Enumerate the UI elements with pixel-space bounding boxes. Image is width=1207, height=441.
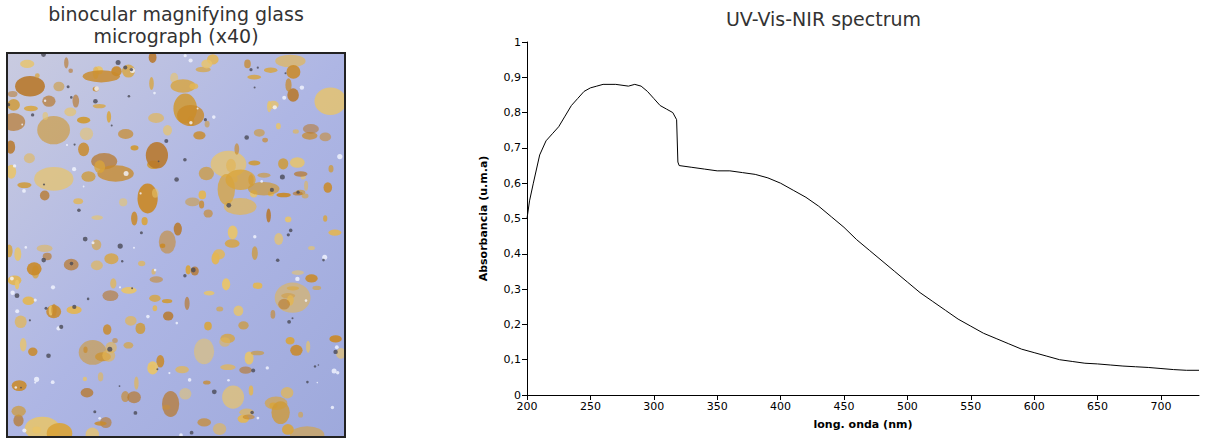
svg-text:0,1: 0,1 <box>504 353 522 366</box>
svg-text:700: 700 <box>1150 400 1171 413</box>
svg-text:650: 650 <box>1087 400 1108 413</box>
svg-text:400: 400 <box>770 400 791 413</box>
svg-text:UV-Vis-NIR spectrum: UV-Vis-NIR spectrum <box>726 8 921 30</box>
svg-text:0,6: 0,6 <box>504 177 522 190</box>
svg-text:0,8: 0,8 <box>504 106 522 119</box>
svg-text:200: 200 <box>517 400 538 413</box>
svg-text:0: 0 <box>514 388 521 402</box>
svg-text:600: 600 <box>1024 400 1045 413</box>
svg-text:300: 300 <box>643 400 664 413</box>
svg-text:1: 1 <box>514 36 521 49</box>
svg-text:0,4: 0,4 <box>504 247 522 260</box>
svg-text:0,9: 0,9 <box>504 71 522 84</box>
svg-text:450: 450 <box>833 400 854 413</box>
svg-text:550: 550 <box>960 400 981 413</box>
svg-text:0,3: 0,3 <box>504 283 522 296</box>
svg-text:350: 350 <box>707 400 728 413</box>
svg-text:0,5: 0,5 <box>504 212 522 225</box>
html-text:binocular magnifying glass mic: binocular magnifying glass micrograph (x… <box>48 3 304 47</box>
svg-text:500: 500 <box>897 400 918 413</box>
svg-text:0,2: 0,2 <box>504 318 522 331</box>
svg-text:Absorbancia (u.m.a): Absorbancia (u.m.a) <box>477 156 490 282</box>
svg-text:long. onda (nm): long. onda (nm) <box>814 418 913 431</box>
svg-text:0,7: 0,7 <box>504 141 522 154</box>
svg-text:250: 250 <box>580 400 601 413</box>
